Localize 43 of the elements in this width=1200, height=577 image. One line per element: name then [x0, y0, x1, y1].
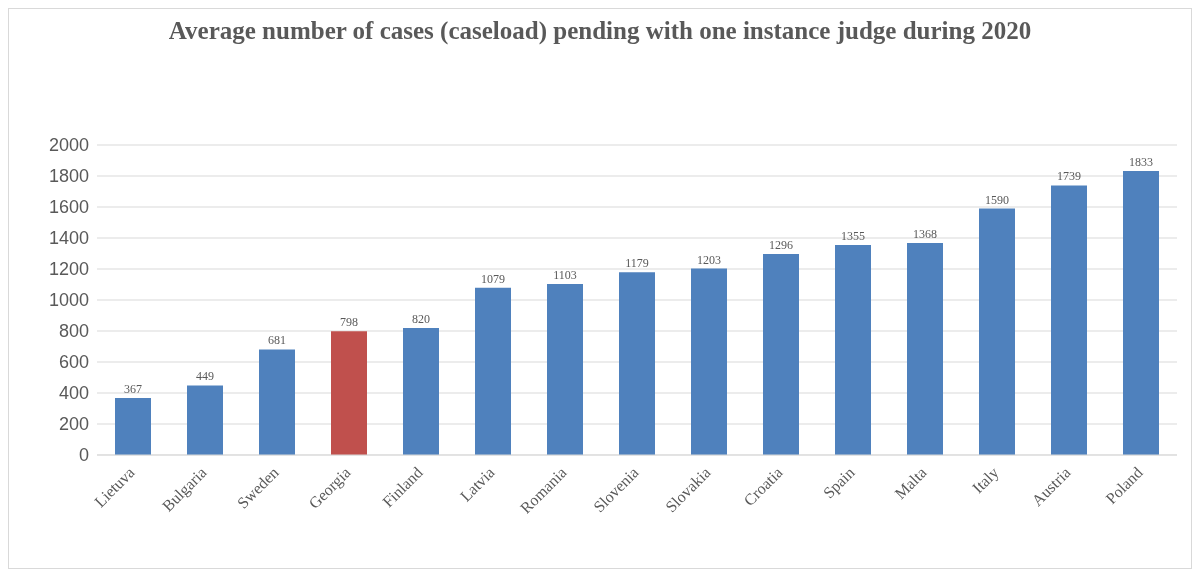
chart-title: Average number of cases (caseload) pending with one instance judge during 2020 [167, 16, 1033, 47]
data-label: 449 [196, 369, 214, 384]
bar [187, 385, 223, 455]
data-label: 1833 [1129, 154, 1153, 169]
data-label: 367 [124, 382, 142, 397]
y-tick-label: 2000 [48, 135, 89, 156]
bar [475, 287, 511, 455]
y-tick-label: 1400 [48, 228, 89, 249]
bar [619, 272, 655, 455]
y-tick-label: 1600 [48, 197, 89, 218]
bar [691, 268, 727, 455]
bar [979, 208, 1015, 455]
bar [763, 254, 799, 455]
y-tick-label: 1000 [48, 290, 89, 311]
y-tick-label: 0 [78, 445, 89, 466]
y-tick-label: 1200 [48, 259, 89, 280]
data-label: 1079 [481, 271, 505, 286]
bar [403, 327, 439, 455]
data-label: 1355 [841, 228, 865, 243]
data-label: 1368 [913, 226, 937, 241]
data-label: 1103 [553, 268, 577, 283]
bar [331, 331, 367, 455]
bar [115, 398, 151, 455]
data-label: 1296 [769, 238, 793, 253]
data-label: 1179 [625, 256, 649, 271]
bar [907, 242, 943, 455]
y-tick-label: 600 [58, 352, 89, 373]
y-tick-label: 400 [58, 383, 89, 404]
y-tick-label: 1800 [48, 166, 89, 187]
bar [835, 244, 871, 455]
data-label: 1590 [985, 192, 1009, 207]
bar [547, 284, 583, 455]
y-tick-label: 800 [58, 321, 89, 342]
data-label: 681 [268, 333, 286, 348]
x-tick-label: Italy [968, 463, 1003, 498]
bar [1051, 185, 1087, 455]
data-label: 1739 [1057, 169, 1081, 184]
bar [259, 349, 295, 455]
data-label: 798 [340, 315, 358, 330]
y-tick-label: 200 [58, 414, 89, 435]
bar [1123, 170, 1159, 455]
data-label: 820 [412, 311, 430, 326]
data-label: 1203 [697, 252, 721, 267]
